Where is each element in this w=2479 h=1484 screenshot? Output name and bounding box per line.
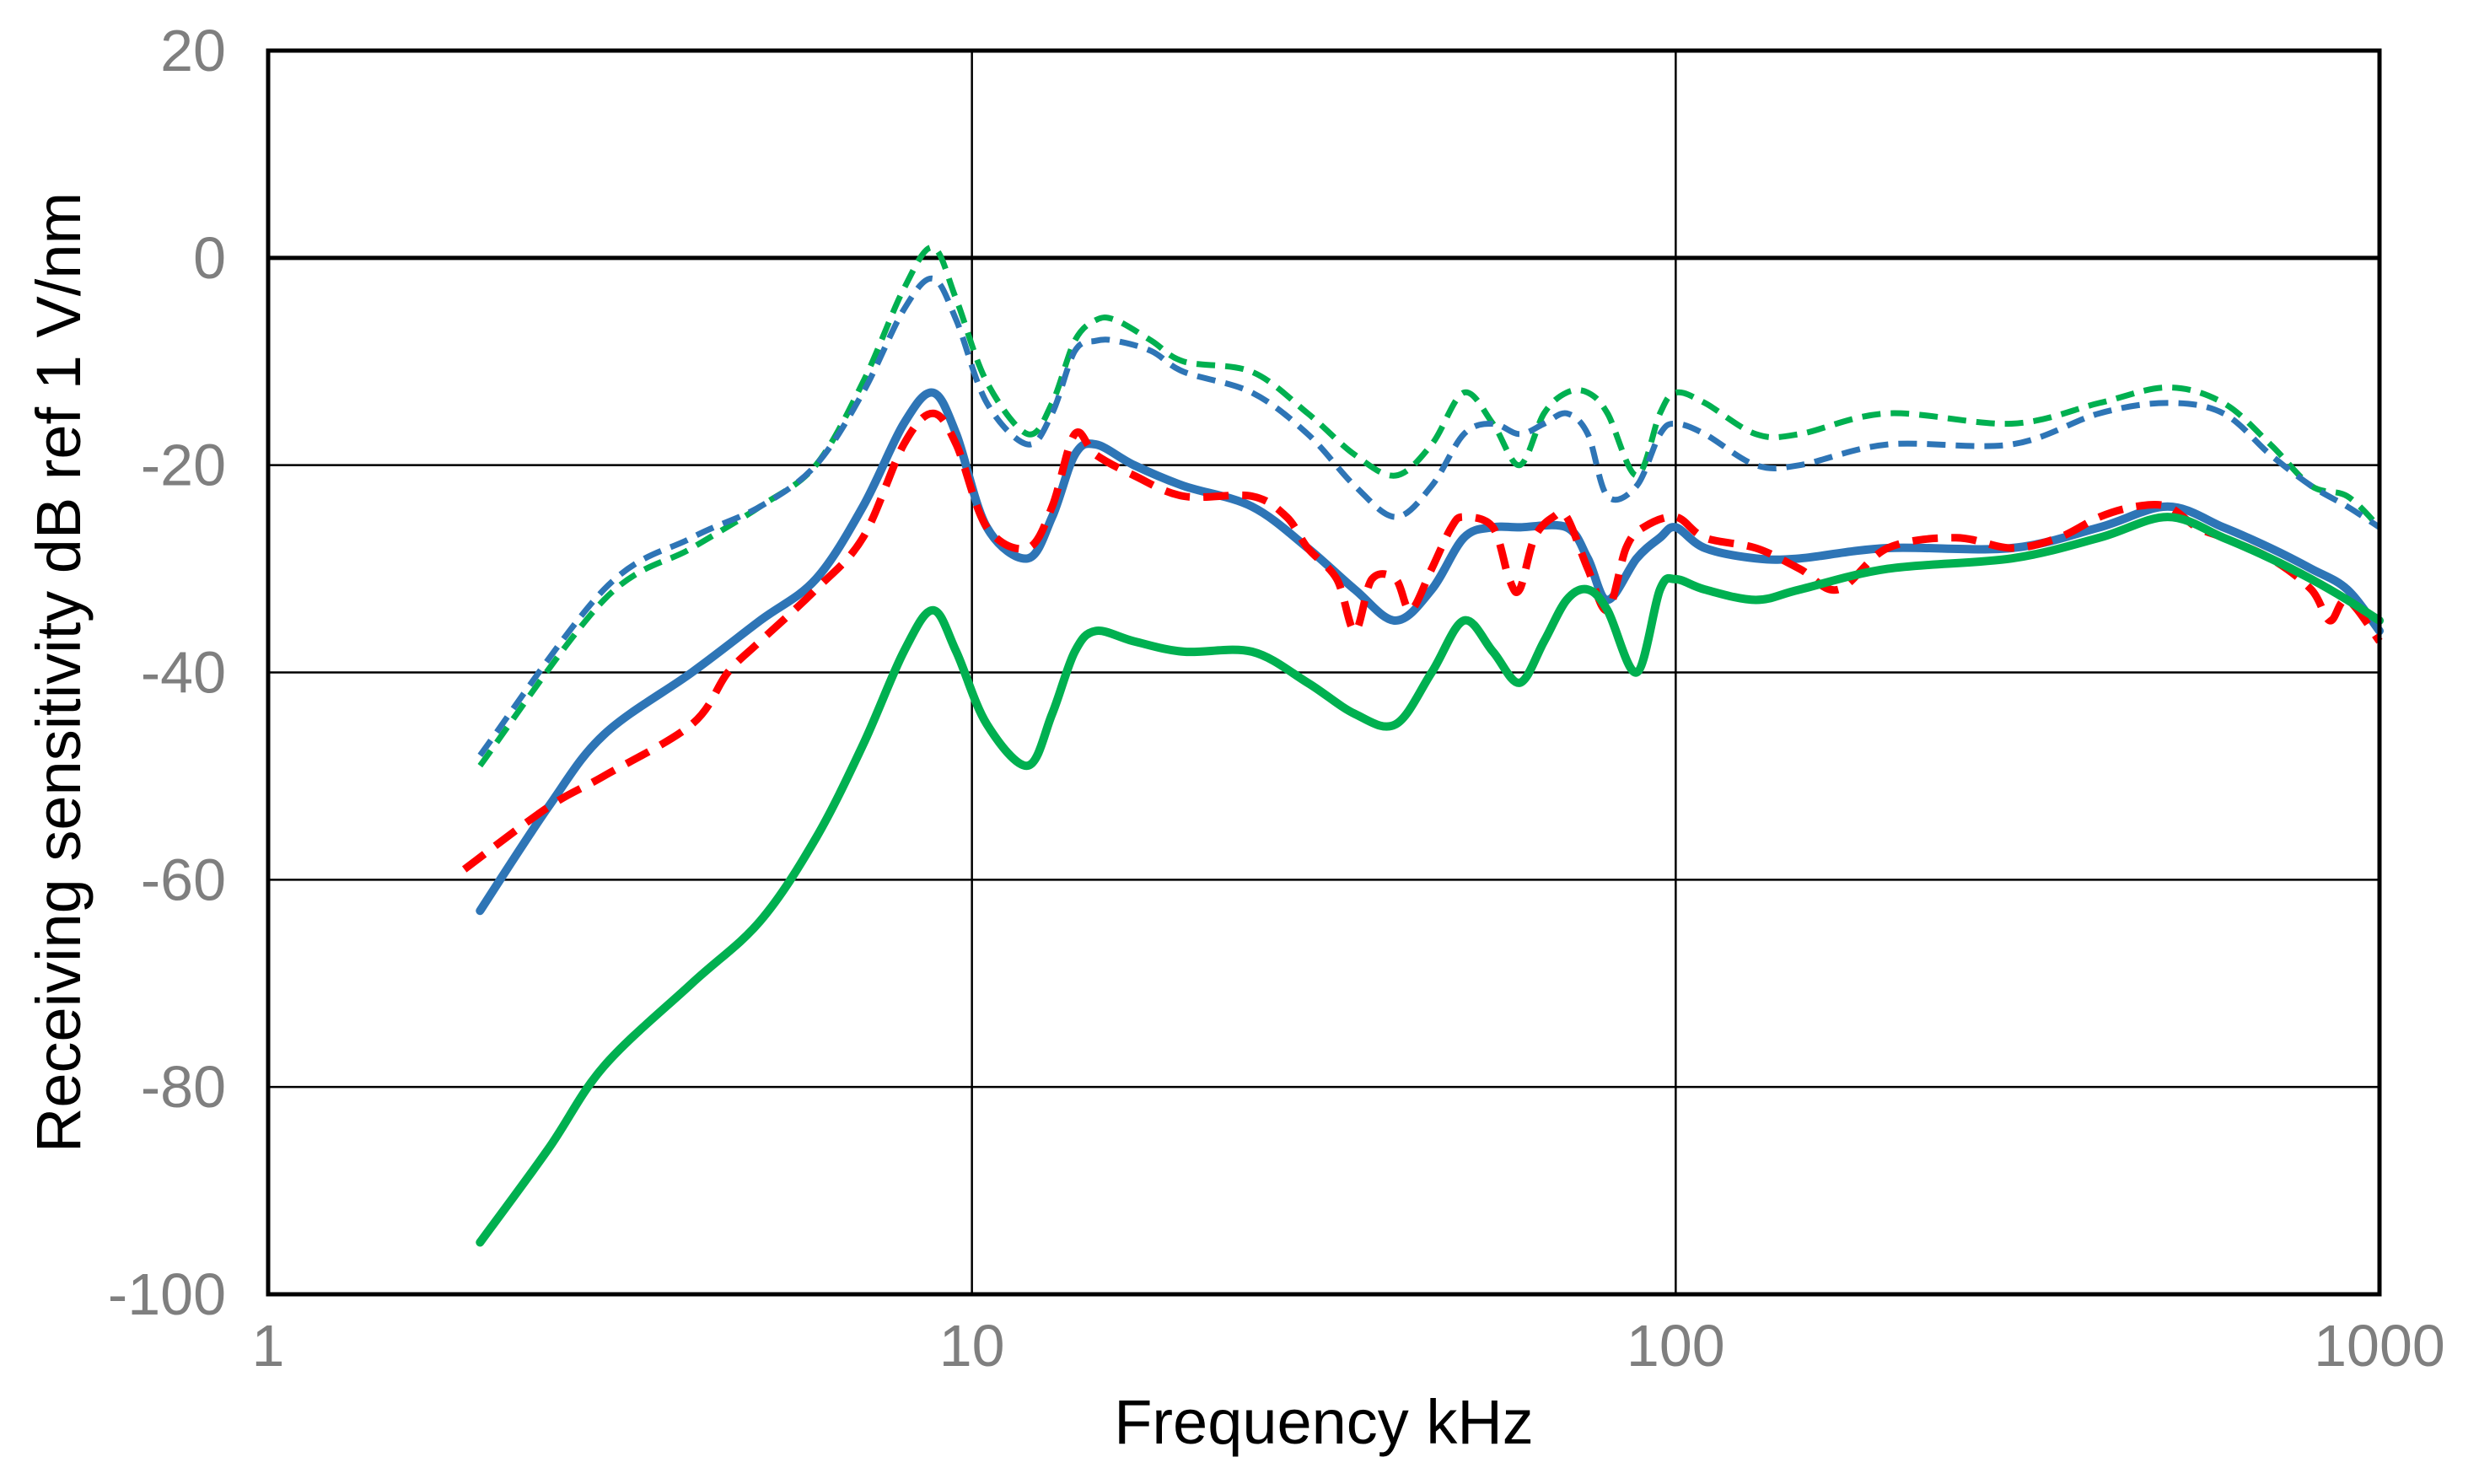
x-tick-labels: 1 10 100 1000: [252, 1313, 2445, 1379]
x-tick-label: 1000: [2314, 1313, 2445, 1379]
plot-frame: [266, 48, 2382, 1297]
y-tick-label: -60: [141, 847, 226, 912]
x-axis-title: Frequency kHz: [1114, 1387, 1534, 1457]
x-tick-label: 100: [1627, 1313, 1725, 1379]
y-tick-labels: 20 0 -20 -40 -60 -80 -100: [108, 18, 226, 1327]
series-red-dashed: [462, 409, 2383, 873]
series-blue-dashed: [477, 275, 2381, 757]
y-tick-label: 0: [193, 225, 226, 291]
y-axis-title: Receiving sensitivity dB ref 1 V/nm: [24, 192, 94, 1153]
x-tick-label: 10: [939, 1313, 1005, 1379]
y-tick-label: -20: [141, 433, 226, 498]
series-green-dashed: [477, 245, 2382, 768]
series-group: [462, 245, 2384, 1247]
series-green-solid: [476, 513, 2384, 1247]
y-tick-label: -100: [108, 1261, 226, 1327]
grid: [266, 49, 2381, 1296]
y-tick-label: -80: [141, 1054, 226, 1120]
x-tick-label: 1: [252, 1313, 285, 1379]
series-blue-solid: [476, 388, 2384, 916]
y-tick-label: -40: [141, 640, 226, 706]
y-tick-label: 20: [160, 18, 226, 83]
